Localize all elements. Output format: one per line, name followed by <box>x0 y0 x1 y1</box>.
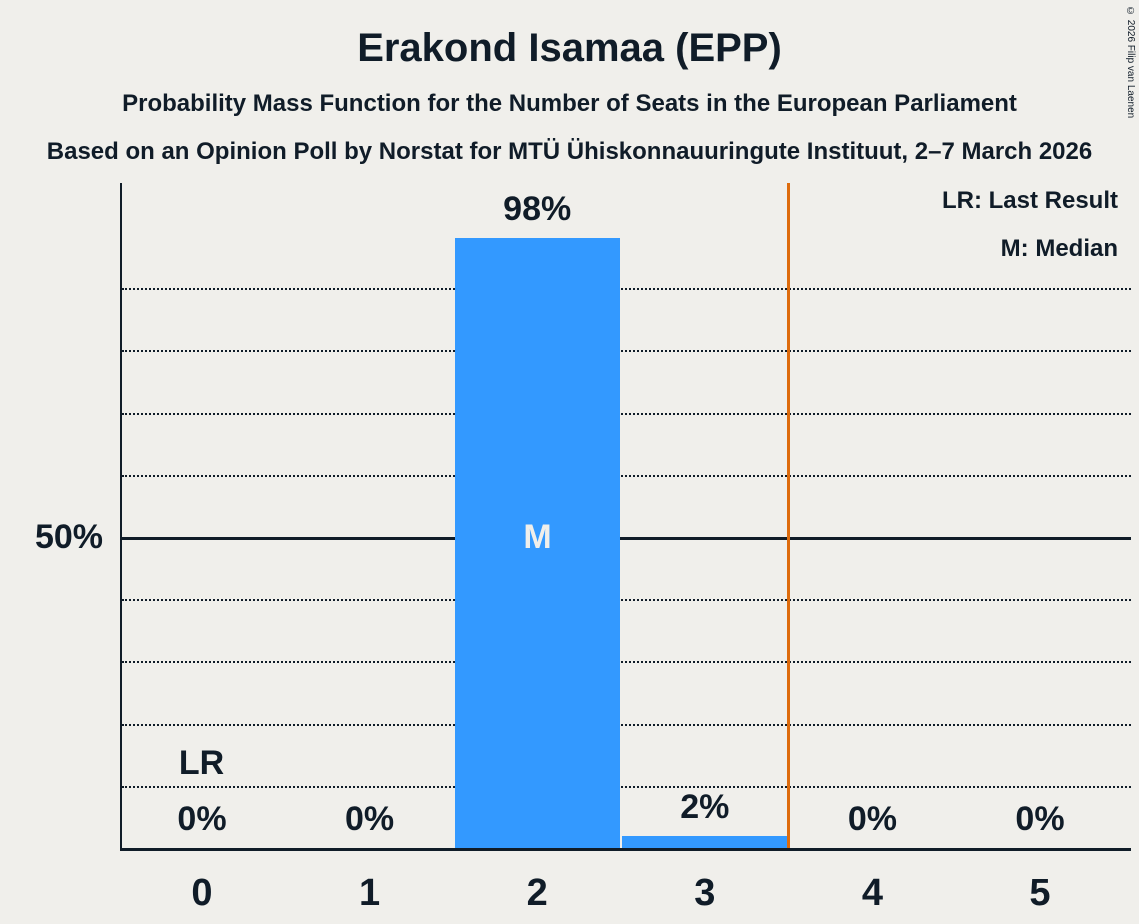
median-marker: M <box>523 518 552 556</box>
legend-median: M: Median <box>1000 235 1118 262</box>
value-label-5-seats: 0% <box>1015 800 1065 838</box>
value-label-4-seats: 0% <box>847 800 897 838</box>
x-tick-3: 3 <box>694 872 716 914</box>
gridline-70pct <box>122 412 1131 415</box>
chart-subtitle: Probability Mass Function for the Number… <box>122 90 1017 117</box>
bar-2-seats <box>454 238 620 848</box>
value-label-2-seats: 98% <box>503 190 572 229</box>
plot-area: LR M 0% 0% 98% 2% 0% 0% <box>120 183 1131 851</box>
x-axis-tick-labels: 0 1 2 3 4 5 <box>122 871 1131 919</box>
value-label-1-seats: 0% <box>345 800 395 838</box>
gridline-90pct <box>122 288 1131 291</box>
gridline-20pct <box>122 723 1131 726</box>
gridline-60pct <box>122 474 1131 477</box>
gridline-50pct <box>122 537 1131 540</box>
x-tick-1: 1 <box>359 872 381 914</box>
last-result-line <box>787 183 791 848</box>
gridline-30pct <box>122 661 1131 664</box>
x-tick-4: 4 <box>861 872 883 914</box>
chart-source-line: Based on an Opinion Poll by Norstat for … <box>46 138 1093 165</box>
value-label-0-seats: 0% <box>177 800 227 838</box>
x-tick-2: 2 <box>526 872 548 914</box>
chart-title: Erakond Isamaa (EPP) <box>357 26 782 70</box>
y-axis-50-label: 50% <box>34 518 103 556</box>
legend-last-result: LR: Last Result <box>941 187 1118 214</box>
last-result-label: LR <box>178 744 225 782</box>
gridline-80pct <box>122 350 1131 353</box>
x-tick-5: 5 <box>1029 872 1051 914</box>
copyright-note: © 2026 Filip van Laenen <box>1125 6 1136 119</box>
x-tick-0: 0 <box>191 872 213 914</box>
gridline-10pct <box>122 785 1131 788</box>
bar-3-seats <box>622 835 788 848</box>
gridline-40pct <box>122 599 1131 602</box>
value-label-3-seats: 2% <box>680 787 730 826</box>
